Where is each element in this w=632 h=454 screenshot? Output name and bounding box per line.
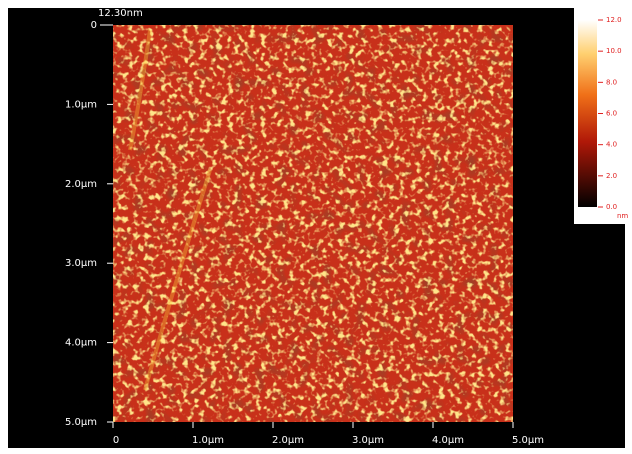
x-tick-label: 2.0µm bbox=[272, 435, 304, 446]
x-tick-label: 1.0µm bbox=[192, 435, 224, 446]
scan-feature bbox=[128, 29, 212, 391]
colorbar bbox=[578, 20, 597, 207]
colorbar-unit: nm bbox=[617, 212, 628, 220]
y-tick-label: 0 bbox=[91, 20, 97, 31]
x-tick-label: 0 bbox=[113, 435, 119, 446]
x-tick-label: 4.0µm bbox=[432, 435, 464, 446]
colorbar-label: 6.0 bbox=[606, 110, 617, 118]
scan-height: 12.30nm bbox=[98, 8, 143, 19]
y-tick-label: 1.0µm bbox=[65, 99, 97, 110]
y-tick-label: 2.0µm bbox=[65, 179, 97, 190]
scan-texture bbox=[113, 25, 513, 422]
y-tick-label: 4.0µm bbox=[65, 338, 97, 349]
y-tick-label: 3.0µm bbox=[65, 258, 97, 269]
x-tick-label: 5.0µm bbox=[512, 435, 544, 446]
colorbar-label: 2.0 bbox=[606, 172, 617, 180]
colorbar-label: 10.0 bbox=[606, 47, 622, 55]
colorbar-label: 8.0 bbox=[606, 78, 617, 86]
x-tick-label: 3.0µm bbox=[352, 435, 384, 446]
colorbar-label: 12.0 bbox=[606, 16, 622, 24]
colorbar-label: 4.0 bbox=[606, 141, 617, 149]
colorbar-label: 0.0 bbox=[606, 203, 617, 211]
y-tick-label: 5.0µm bbox=[65, 417, 97, 428]
